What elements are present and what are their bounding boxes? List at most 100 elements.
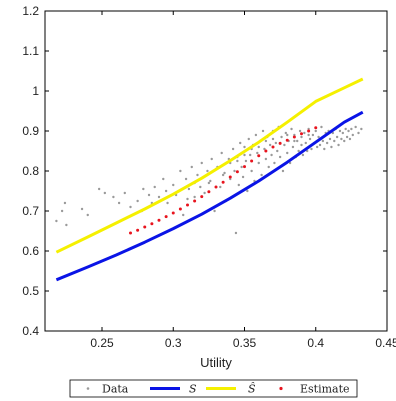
data-point: [65, 223, 68, 227]
data-point: [186, 197, 189, 201]
data-point: [264, 157, 268, 161]
data-point: [234, 231, 238, 235]
data-point: [220, 151, 223, 155]
x-tick-label: 0.45: [375, 336, 396, 350]
estimate-point: [214, 185, 218, 189]
data-point: [280, 135, 283, 139]
data-point: [273, 161, 276, 165]
legend-entry-estimate: Estimate: [279, 383, 350, 396]
data-point: [343, 139, 346, 143]
data-point: [311, 133, 315, 137]
data-point: [63, 201, 67, 205]
y-tick-label: 0.4: [22, 324, 39, 338]
estimate-point: [136, 228, 140, 232]
data-point: [210, 157, 213, 161]
data-point: [184, 177, 188, 181]
estimate-point: [235, 170, 239, 174]
data-point: [103, 191, 107, 195]
data-point: [338, 129, 342, 133]
data-point: [80, 207, 84, 211]
data-point: [112, 195, 115, 199]
data-point: [203, 191, 206, 195]
data-point: [293, 133, 296, 137]
series-estimate: [129, 126, 318, 235]
data-point: [357, 131, 360, 135]
data-point: [318, 143, 322, 147]
estimate-point: [164, 215, 168, 219]
data-point: [350, 127, 353, 131]
data-point: [321, 139, 325, 143]
legend-label-s: S: [189, 383, 197, 396]
data-point: [199, 185, 202, 189]
estimate-point: [278, 141, 282, 145]
data-point: [301, 153, 305, 157]
data-point: [304, 141, 307, 145]
estimate-point: [207, 190, 211, 194]
y-axis: 0.4 0.5 0.6 0.7 0.8 0.9 1 1.1 1.2: [22, 4, 387, 338]
data-point: [206, 169, 209, 173]
legend: Data S Ŝ Estimate: [69, 379, 358, 398]
data-point: [229, 177, 232, 181]
data-point: [207, 181, 211, 185]
data-point: [172, 183, 175, 187]
data-point: [55, 219, 58, 223]
data-point: [164, 189, 168, 193]
data-point: [257, 161, 260, 165]
data-point: [157, 195, 161, 199]
data-point: [117, 201, 121, 205]
data-point: [153, 185, 156, 189]
data-point: [250, 169, 253, 173]
data-point: [239, 141, 242, 145]
data-point: [271, 137, 275, 141]
estimate-point: [178, 207, 182, 211]
data-point: [274, 141, 278, 145]
data-point: [268, 143, 272, 147]
x-tick-label: 0.25: [90, 336, 114, 350]
data-point: [347, 129, 350, 133]
estimate-point: [300, 132, 303, 136]
legend-label-s-hat: Ŝ: [248, 382, 256, 396]
estimate-point: [307, 129, 311, 133]
estimate-point: [228, 175, 232, 179]
x-tick-label: 0.3: [165, 336, 182, 350]
data-point: [286, 133, 289, 137]
data-point: [270, 153, 273, 157]
data-point: [233, 169, 236, 173]
data-point: [231, 147, 235, 151]
estimate-point: [193, 199, 197, 203]
data-layer: [55, 77, 364, 282]
data-point: [254, 133, 258, 137]
data-point: [236, 159, 239, 163]
data-point: [360, 127, 363, 131]
y-tick-label: 0.8: [22, 164, 39, 178]
data-point: [256, 151, 259, 155]
data-point: [240, 165, 243, 169]
data-point: [193, 195, 196, 199]
data-point: [315, 145, 319, 149]
y-tick-label: 1.1: [22, 44, 39, 58]
legend-label-estimate: Estimate: [300, 383, 350, 396]
data-point: [97, 187, 101, 191]
data-point: [333, 139, 336, 143]
data-point: [190, 165, 193, 169]
data-point: [86, 213, 89, 217]
data-point: [243, 153, 246, 157]
data-point: [325, 141, 329, 145]
estimate-point: [221, 180, 225, 184]
data-point: [307, 133, 310, 137]
data-point: [340, 137, 343, 141]
data-point: [246, 189, 249, 193]
estimate-point: [250, 159, 254, 163]
data-point: [200, 161, 203, 165]
data-point: [187, 187, 191, 191]
data-point: [345, 135, 349, 139]
data-point: [307, 127, 310, 131]
legend-marker-data: [86, 387, 90, 390]
estimate-point: [186, 203, 189, 207]
data-point: [196, 173, 199, 177]
data-point: [320, 125, 323, 129]
data-point: [247, 137, 250, 141]
data-point: [328, 137, 332, 141]
estimate-point: [200, 195, 204, 199]
